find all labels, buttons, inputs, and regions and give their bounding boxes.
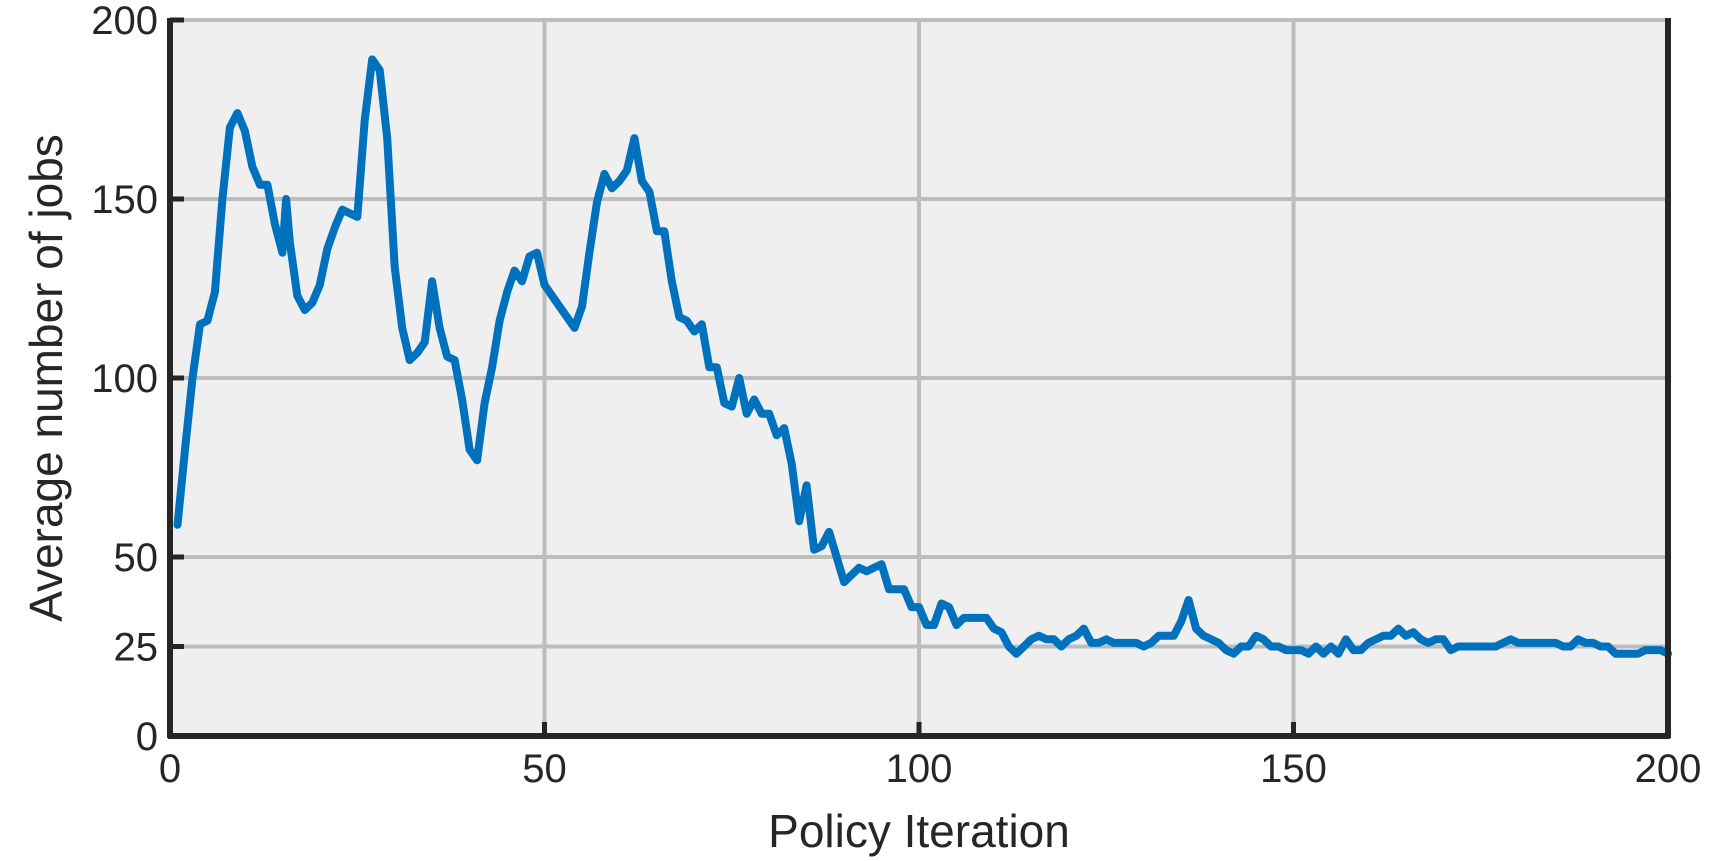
y-tick-label: 25 [114,626,159,670]
x-tick-label: 200 [1635,747,1702,791]
y-tick-label: 200 [91,0,158,43]
x-tick-label: 50 [522,747,567,791]
y-axis-title: Average number of jobs [20,134,72,622]
data-layer [173,55,1672,658]
grid-lines [168,18,1670,738]
y-tick-label: 100 [91,357,158,401]
tick-labels: 0 50 100 150 200 0 25 50 100 150 200 [91,0,1701,791]
x-axis-title: Policy Iteration [768,805,1070,857]
y-tick-label: 150 [91,178,158,222]
series-line-1 [173,55,1672,658]
x-tick-label: 100 [886,747,953,791]
y-tick-label: 50 [114,536,159,580]
y-tick-label: 0 [136,715,158,759]
x-tick-label: 150 [1260,747,1327,791]
axes [167,17,1671,739]
x-tick-label: 0 [159,747,181,791]
